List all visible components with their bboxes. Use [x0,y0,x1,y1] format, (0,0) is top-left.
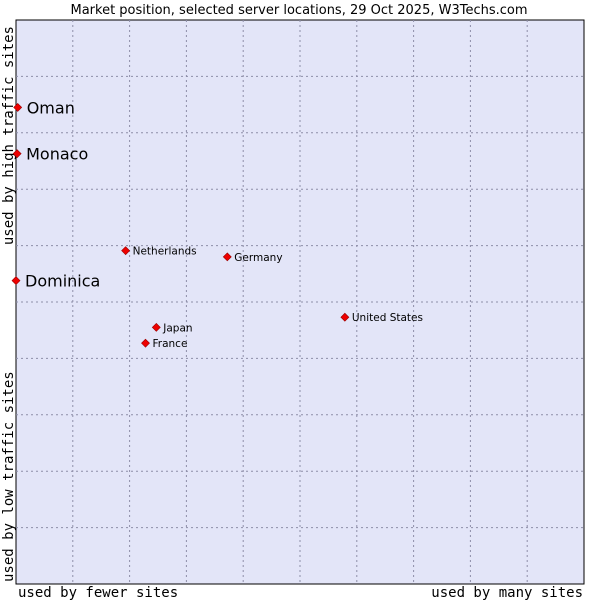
point-label-dominica: Dominica [25,272,100,291]
point-marker-japan [151,322,161,332]
point-label-monaco: Monaco [26,145,88,164]
point-marker-france [141,338,150,348]
point-label-oman: Oman [27,98,75,117]
point-marker-oman [13,102,23,112]
point-marker-dominica [11,276,21,285]
point-label-netherlands: Netherlands [133,246,197,258]
x-axis-label-low: used by fewer sites [18,585,178,600]
point-label-japan: Japan [162,322,192,334]
point-monaco: Monaco [12,145,88,164]
point-germany: Germany [222,252,283,264]
point-marker-monaco [12,149,22,159]
grid-lines [16,20,584,584]
point-label-germany: Germany [234,252,282,264]
point-marker-netherlands [121,246,131,256]
x-axis-label-high: used by many sites [431,585,583,600]
point-marker-germany [222,252,232,262]
y-axis-label-low: used by low traffic sites [1,371,17,582]
chart-title: Market position, selected server locatio… [70,3,527,18]
y-axis-label-high: used by high traffic sites [1,26,17,245]
point-marker-united-states [340,312,350,322]
data-points: Oman Monaco Dominica Netherlands Germany Unit… [11,98,423,350]
point-japan: Japan [151,322,193,334]
point-label-france: France [153,338,188,350]
point-france: France [141,338,188,350]
point-united-states: United States [340,312,423,324]
point-netherlands: Netherlands [121,246,197,258]
point-oman: Oman [13,98,75,117]
point-dominica: Dominica [11,272,100,291]
point-label-united-states: United States [352,312,423,324]
